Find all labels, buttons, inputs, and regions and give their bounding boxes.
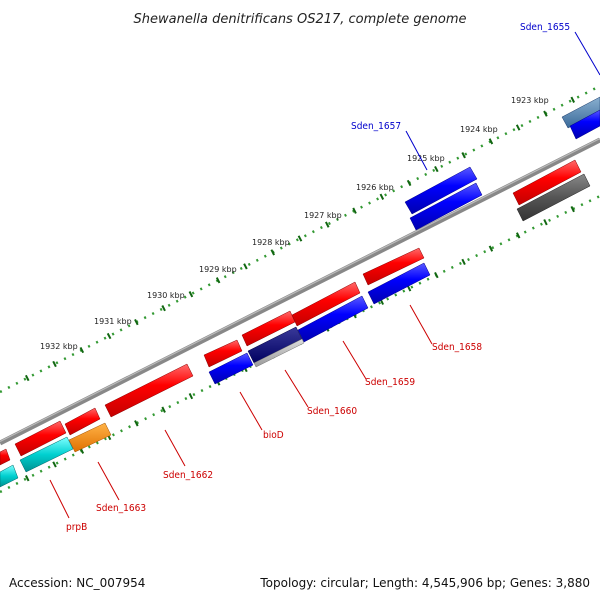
gene-label[interactable]: Sden_1663 — [96, 503, 146, 514]
ruler-tick — [515, 232, 521, 239]
leader-line — [164, 429, 186, 467]
ruler-tick — [434, 165, 439, 173]
leader-line — [574, 31, 600, 76]
ruler-tick — [52, 461, 57, 468]
gene-label[interactable]: prpB — [66, 522, 87, 533]
leader-line — [97, 461, 120, 501]
gene-feature[interactable] — [512, 159, 582, 206]
gene-feature[interactable] — [68, 422, 112, 453]
accession-text: Accession: NC_007954 — [9, 576, 146, 590]
tick-label: 1932 kbp — [40, 342, 78, 351]
gene-feature[interactable] — [19, 436, 74, 473]
gene-feature[interactable] — [561, 96, 600, 129]
ruler-tick — [434, 271, 439, 279]
ruler-tick — [134, 318, 139, 326]
gene-feature[interactable] — [208, 352, 254, 385]
ruler-tick — [543, 110, 548, 117]
tick-label: 1924 kbp — [460, 125, 498, 134]
ruler-tick — [379, 193, 385, 200]
gene-feature[interactable] — [0, 464, 19, 488]
gene-feature[interactable] — [569, 109, 600, 140]
ruler-tick — [570, 205, 575, 213]
ruler-tick — [161, 305, 166, 312]
ruler-tick — [297, 235, 303, 242]
gene-label[interactable]: Sden_1659 — [365, 377, 415, 388]
ruler-tick — [488, 245, 494, 252]
gene-feature[interactable] — [241, 310, 296, 347]
gene-label[interactable]: Sden_1658 — [432, 342, 482, 353]
gene-label[interactable]: Sden_1655 — [520, 22, 570, 33]
leader-line — [49, 479, 70, 519]
gene-feature[interactable] — [297, 295, 369, 343]
tick-label: 1929 kbp — [199, 265, 237, 274]
ruler-tick — [25, 475, 30, 482]
gene-feature[interactable] — [14, 420, 67, 457]
leader-line — [405, 130, 428, 171]
leader-line — [342, 340, 367, 380]
gene-label[interactable]: Sden_1657 — [351, 121, 401, 132]
ruler-tick — [543, 219, 548, 226]
ruler-tick — [515, 124, 521, 131]
gene-label[interactable]: Sden_1662 — [163, 470, 213, 481]
ruler-tick — [406, 179, 412, 187]
tick-label: 1925 kbp — [407, 154, 445, 163]
outer-ruler-ticks — [25, 96, 575, 382]
ruler-tick — [188, 291, 194, 298]
leader-line — [409, 304, 433, 345]
gene-label[interactable]: bioD — [263, 430, 284, 441]
ruler-tick — [243, 263, 248, 270]
tick-label: 1930 kbp — [147, 291, 185, 300]
ruler-tick — [461, 258, 466, 266]
gene-feature[interactable] — [64, 407, 101, 436]
ruler-tick — [79, 346, 85, 354]
gene-feature[interactable] — [247, 326, 305, 368]
map-title: Shewanella denitrificans OS217, complete… — [134, 12, 467, 27]
gene-feature[interactable] — [291, 281, 361, 327]
ruler-tick — [106, 332, 112, 340]
ruler-tick — [270, 249, 275, 256]
gene-feature[interactable] — [367, 262, 431, 305]
tick-label: 1927 kbp — [304, 211, 342, 220]
gene-feature[interactable] — [203, 339, 243, 368]
gene-feature[interactable] — [362, 247, 425, 286]
ruler-tick — [488, 138, 494, 145]
genome-backbone — [0, 137, 600, 446]
gene-feature[interactable] — [516, 173, 591, 222]
ruler-tick — [352, 207, 357, 214]
ruler-tick — [325, 221, 330, 228]
tick-label: 1923 kbp — [511, 96, 549, 105]
leader-line — [284, 369, 309, 408]
ruler-tick — [25, 374, 30, 382]
tick-label: 1928 kbp — [252, 238, 290, 247]
gene-feature[interactable] — [404, 166, 478, 215]
leader-line — [239, 391, 263, 431]
gene-feature[interactable] — [104, 363, 194, 418]
gene-feature[interactable] — [0, 448, 11, 466]
tick-label: 1931 kbp — [94, 317, 132, 326]
ruler-tick — [188, 392, 194, 400]
gene-feature[interactable] — [409, 182, 483, 231]
ruler-tick — [570, 96, 575, 103]
gene-label[interactable]: Sden_1660 — [307, 406, 357, 417]
ruler-tick — [406, 285, 412, 292]
genome-summary-text: Topology: circular; Length: 4,545,906 bp… — [260, 576, 590, 590]
ruler-tick — [215, 277, 221, 284]
ruler-tick — [134, 420, 139, 427]
ruler-tick — [161, 406, 166, 413]
ruler-tick — [461, 152, 466, 159]
ruler-tick — [52, 360, 57, 368]
tick-label: 1926 kbp — [356, 183, 394, 192]
